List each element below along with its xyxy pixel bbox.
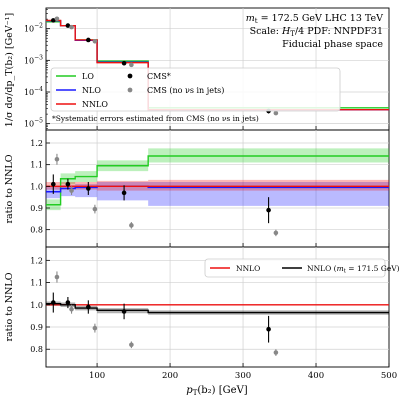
bottom-point bbox=[69, 306, 74, 312]
middle-point bbox=[65, 181, 71, 187]
middle-point bbox=[86, 186, 91, 191]
top-point bbox=[50, 18, 56, 23]
top-point bbox=[273, 110, 279, 116]
middle-point bbox=[92, 206, 98, 212]
xtick-label: 200 bbox=[162, 371, 178, 381]
points-layer bbox=[50, 16, 279, 356]
xtick-label: 400 bbox=[308, 371, 324, 381]
bottom-line-NNLO (m_t = 171.5 GeV) bbox=[46, 302, 389, 314]
bottom-ytick-label: 1.1 bbox=[30, 279, 43, 288]
top-annotation-line1: mt = 172.5 GeV LHC 13 TeV bbox=[246, 13, 383, 25]
top-point bbox=[121, 60, 127, 66]
xtick-label: 300 bbox=[235, 371, 251, 381]
bottom-point bbox=[54, 274, 60, 280]
bottom-panel-frame bbox=[45, 246, 390, 368]
middle-band-LO bbox=[46, 148, 389, 211]
bottom-point bbox=[273, 350, 279, 355]
middle-ytick-label: 0.9 bbox=[30, 204, 43, 213]
ticks-layer: 10−2 10−3 10−4 10−5 0.8 0.9 1.0 1.1 1.2 0.8 0.9 1.0… bbox=[24, 9, 397, 381]
top-point bbox=[65, 23, 71, 28]
bottom-point bbox=[65, 300, 71, 305]
legend-bottom-nnlo-mt-label: NNLO (mt = 171.5 GeV) bbox=[307, 264, 400, 275]
legend-bottom-nnlo-label: NNLO bbox=[236, 264, 260, 273]
x-axis-label: pT(b₂) [GeV] bbox=[186, 385, 247, 397]
middle-point bbox=[273, 230, 279, 236]
middle-ylabel: ratio to NNLO bbox=[4, 154, 15, 223]
legend-cms-nonu-label: CMS (no νs in jets) bbox=[147, 86, 224, 95]
legend-nnlo-label: NNLO bbox=[82, 100, 108, 109]
legend-cms-nonu-marker bbox=[127, 87, 133, 93]
bottom-point bbox=[50, 300, 56, 305]
legend-nlo-label: NLO bbox=[82, 86, 101, 95]
middle-point bbox=[129, 223, 134, 228]
top-ytick-label: 10−2 bbox=[24, 23, 43, 34]
middle-ytick-label: 1.1 bbox=[30, 161, 43, 170]
bottom-point bbox=[129, 342, 134, 348]
top-ylabel: 1/σ dσ/dp_T(b₂) [GeV⁻¹] bbox=[4, 13, 15, 127]
top-point bbox=[54, 16, 60, 22]
middle-ytick-label: 1.2 bbox=[30, 139, 43, 148]
top-point bbox=[92, 38, 98, 44]
top-legend-box bbox=[50, 67, 341, 112]
top-ytick-label: 10−4 bbox=[24, 86, 43, 97]
middle-ytick-label: 0.8 bbox=[30, 226, 43, 235]
top-point bbox=[86, 37, 91, 43]
legend-cms-marker bbox=[127, 73, 133, 79]
bottom-point bbox=[266, 326, 271, 332]
top-point bbox=[69, 24, 74, 30]
bottom-ylabel: ratio to NNLO bbox=[4, 272, 15, 341]
top-point bbox=[129, 62, 134, 68]
bottom-ytick-label: 1.2 bbox=[30, 256, 43, 265]
top-ytick-label: 10−5 bbox=[24, 118, 43, 129]
middle-point bbox=[121, 190, 127, 196]
legend-lo-label: LO bbox=[82, 72, 94, 81]
bottom-point bbox=[121, 309, 127, 314]
bottom-ytick-label: 0.8 bbox=[30, 345, 43, 354]
bottom-ytick-label: 1.0 bbox=[30, 301, 43, 310]
middle-point bbox=[69, 188, 74, 193]
bottom-ytick-label: 0.9 bbox=[30, 323, 43, 332]
legend-cms-label: CMS* bbox=[147, 72, 171, 81]
top-footnote: *Systematic errors estimated from CMS (n… bbox=[52, 114, 259, 123]
middle-point bbox=[266, 207, 271, 213]
xtick-label: 100 bbox=[89, 371, 105, 381]
bottom-point bbox=[92, 325, 98, 331]
top-ytick-label: 10−3 bbox=[24, 54, 43, 65]
middle-band-NNLO bbox=[46, 179, 389, 191]
middle-point bbox=[54, 156, 60, 162]
top-annotation-line3: Fiducial phase space bbox=[282, 39, 383, 50]
middle-ytick-label: 1.0 bbox=[30, 182, 43, 191]
middle-point bbox=[50, 181, 56, 187]
bottom-point bbox=[86, 304, 91, 310]
bottom-band-NNLO (m_t = 171.5 GeV) bbox=[46, 301, 389, 315]
xtick-label: 500 bbox=[381, 371, 397, 381]
top-annotation-line2: Scale: HT/4 PDF: NNPDF31 bbox=[250, 26, 383, 38]
